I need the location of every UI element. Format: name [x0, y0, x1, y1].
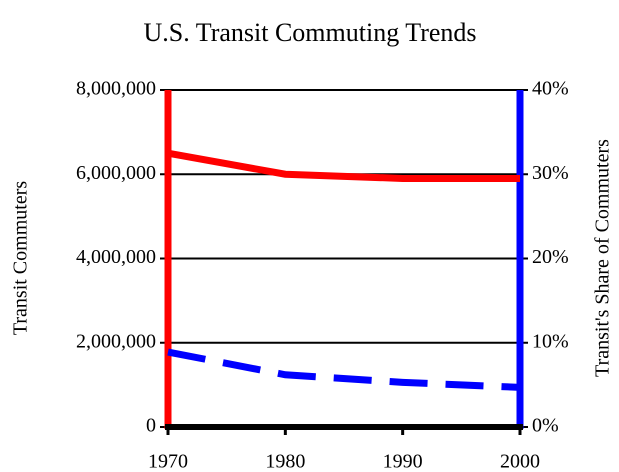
y-tick-label: 8,000,000 [76, 78, 156, 100]
y-tick-label: 6,000,000 [76, 162, 156, 184]
y-axis-label: Transit Commuters [10, 181, 32, 335]
y-tick-label: 0 [146, 415, 156, 437]
series-line [167, 348, 521, 391]
x-tick-label: 1970 [148, 451, 188, 472]
x-tick-label: 2000 [500, 451, 540, 472]
y2-tick-label: 40% [532, 78, 569, 100]
y2-tick-label: 30% [532, 162, 569, 184]
x-tick-label: 1980 [265, 451, 305, 472]
y2-tick-label: 0% [532, 415, 559, 437]
y2-axis-label: Transit's Share of Commuters [592, 139, 614, 377]
x-tick-label: 1990 [383, 451, 423, 472]
y-tick-label: 4,000,000 [76, 246, 156, 268]
series-line [167, 149, 520, 182]
chart-title: U.S. Transit Commuting Trends [143, 18, 476, 47]
y2-tick-label: 10% [532, 330, 569, 352]
y-tick-label: 2,000,000 [76, 330, 156, 352]
y2-tick-label: 20% [532, 246, 569, 268]
